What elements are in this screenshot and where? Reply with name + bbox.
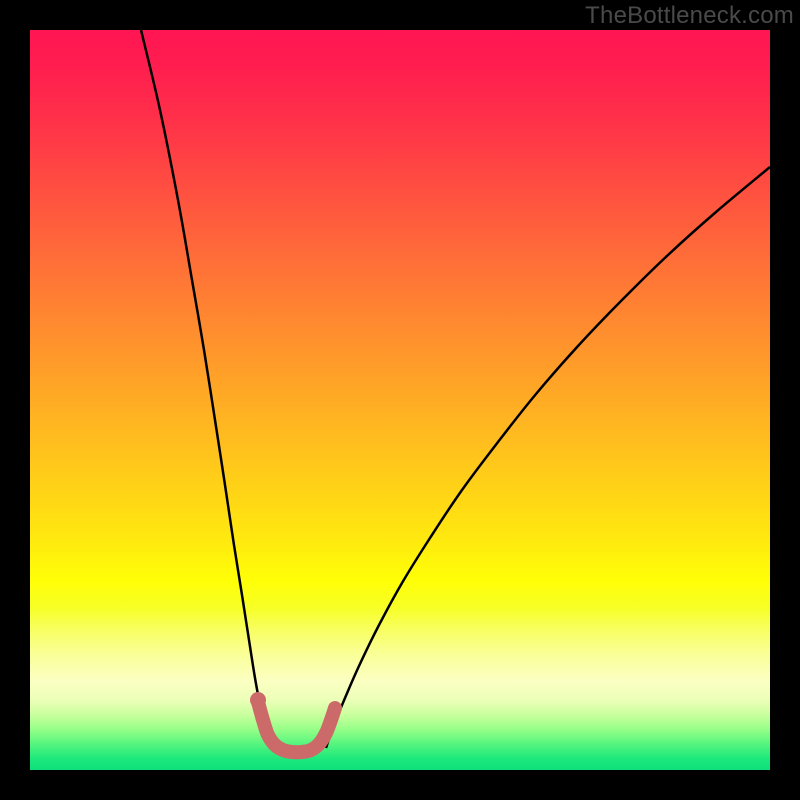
chart-frame: TheBottleneck.com	[0, 0, 800, 800]
border-right	[770, 0, 800, 800]
plot-svg	[30, 30, 770, 770]
gradient-background	[30, 30, 770, 770]
plot-area	[30, 30, 770, 770]
border-left	[0, 0, 30, 800]
squiggle-start-dot	[250, 692, 266, 708]
border-bottom	[0, 770, 800, 800]
border-top	[0, 0, 800, 30]
